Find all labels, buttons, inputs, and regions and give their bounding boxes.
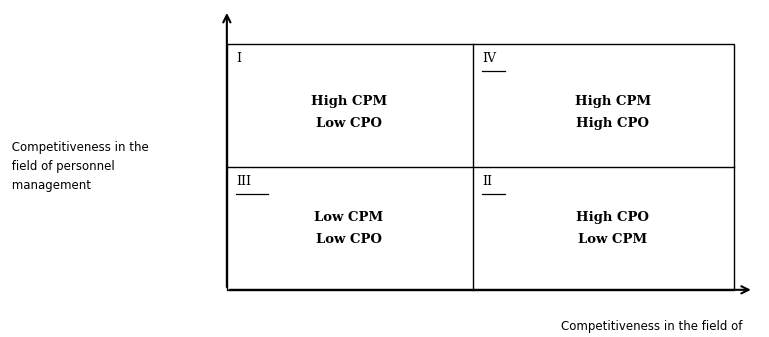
Text: II: II [482, 175, 492, 188]
Text: High CPM
High CPO: High CPM High CPO [574, 95, 651, 130]
Text: Competitiveness in the
 field of personnel
 management: Competitiveness in the field of personne… [8, 141, 148, 192]
Text: I: I [236, 52, 241, 65]
Text: High CPM
Low CPO: High CPM Low CPO [311, 95, 387, 130]
Text: IV: IV [482, 52, 496, 65]
Text: III: III [236, 175, 251, 188]
Text: Competitiveness in the field of
production operation: Competitiveness in the field of producti… [561, 320, 742, 337]
Text: Low CPM
Low CPO: Low CPM Low CPO [314, 211, 383, 246]
Bar [227, 44, 734, 290]
Text: High CPO
Low CPM: High CPO Low CPM [576, 211, 649, 246]
